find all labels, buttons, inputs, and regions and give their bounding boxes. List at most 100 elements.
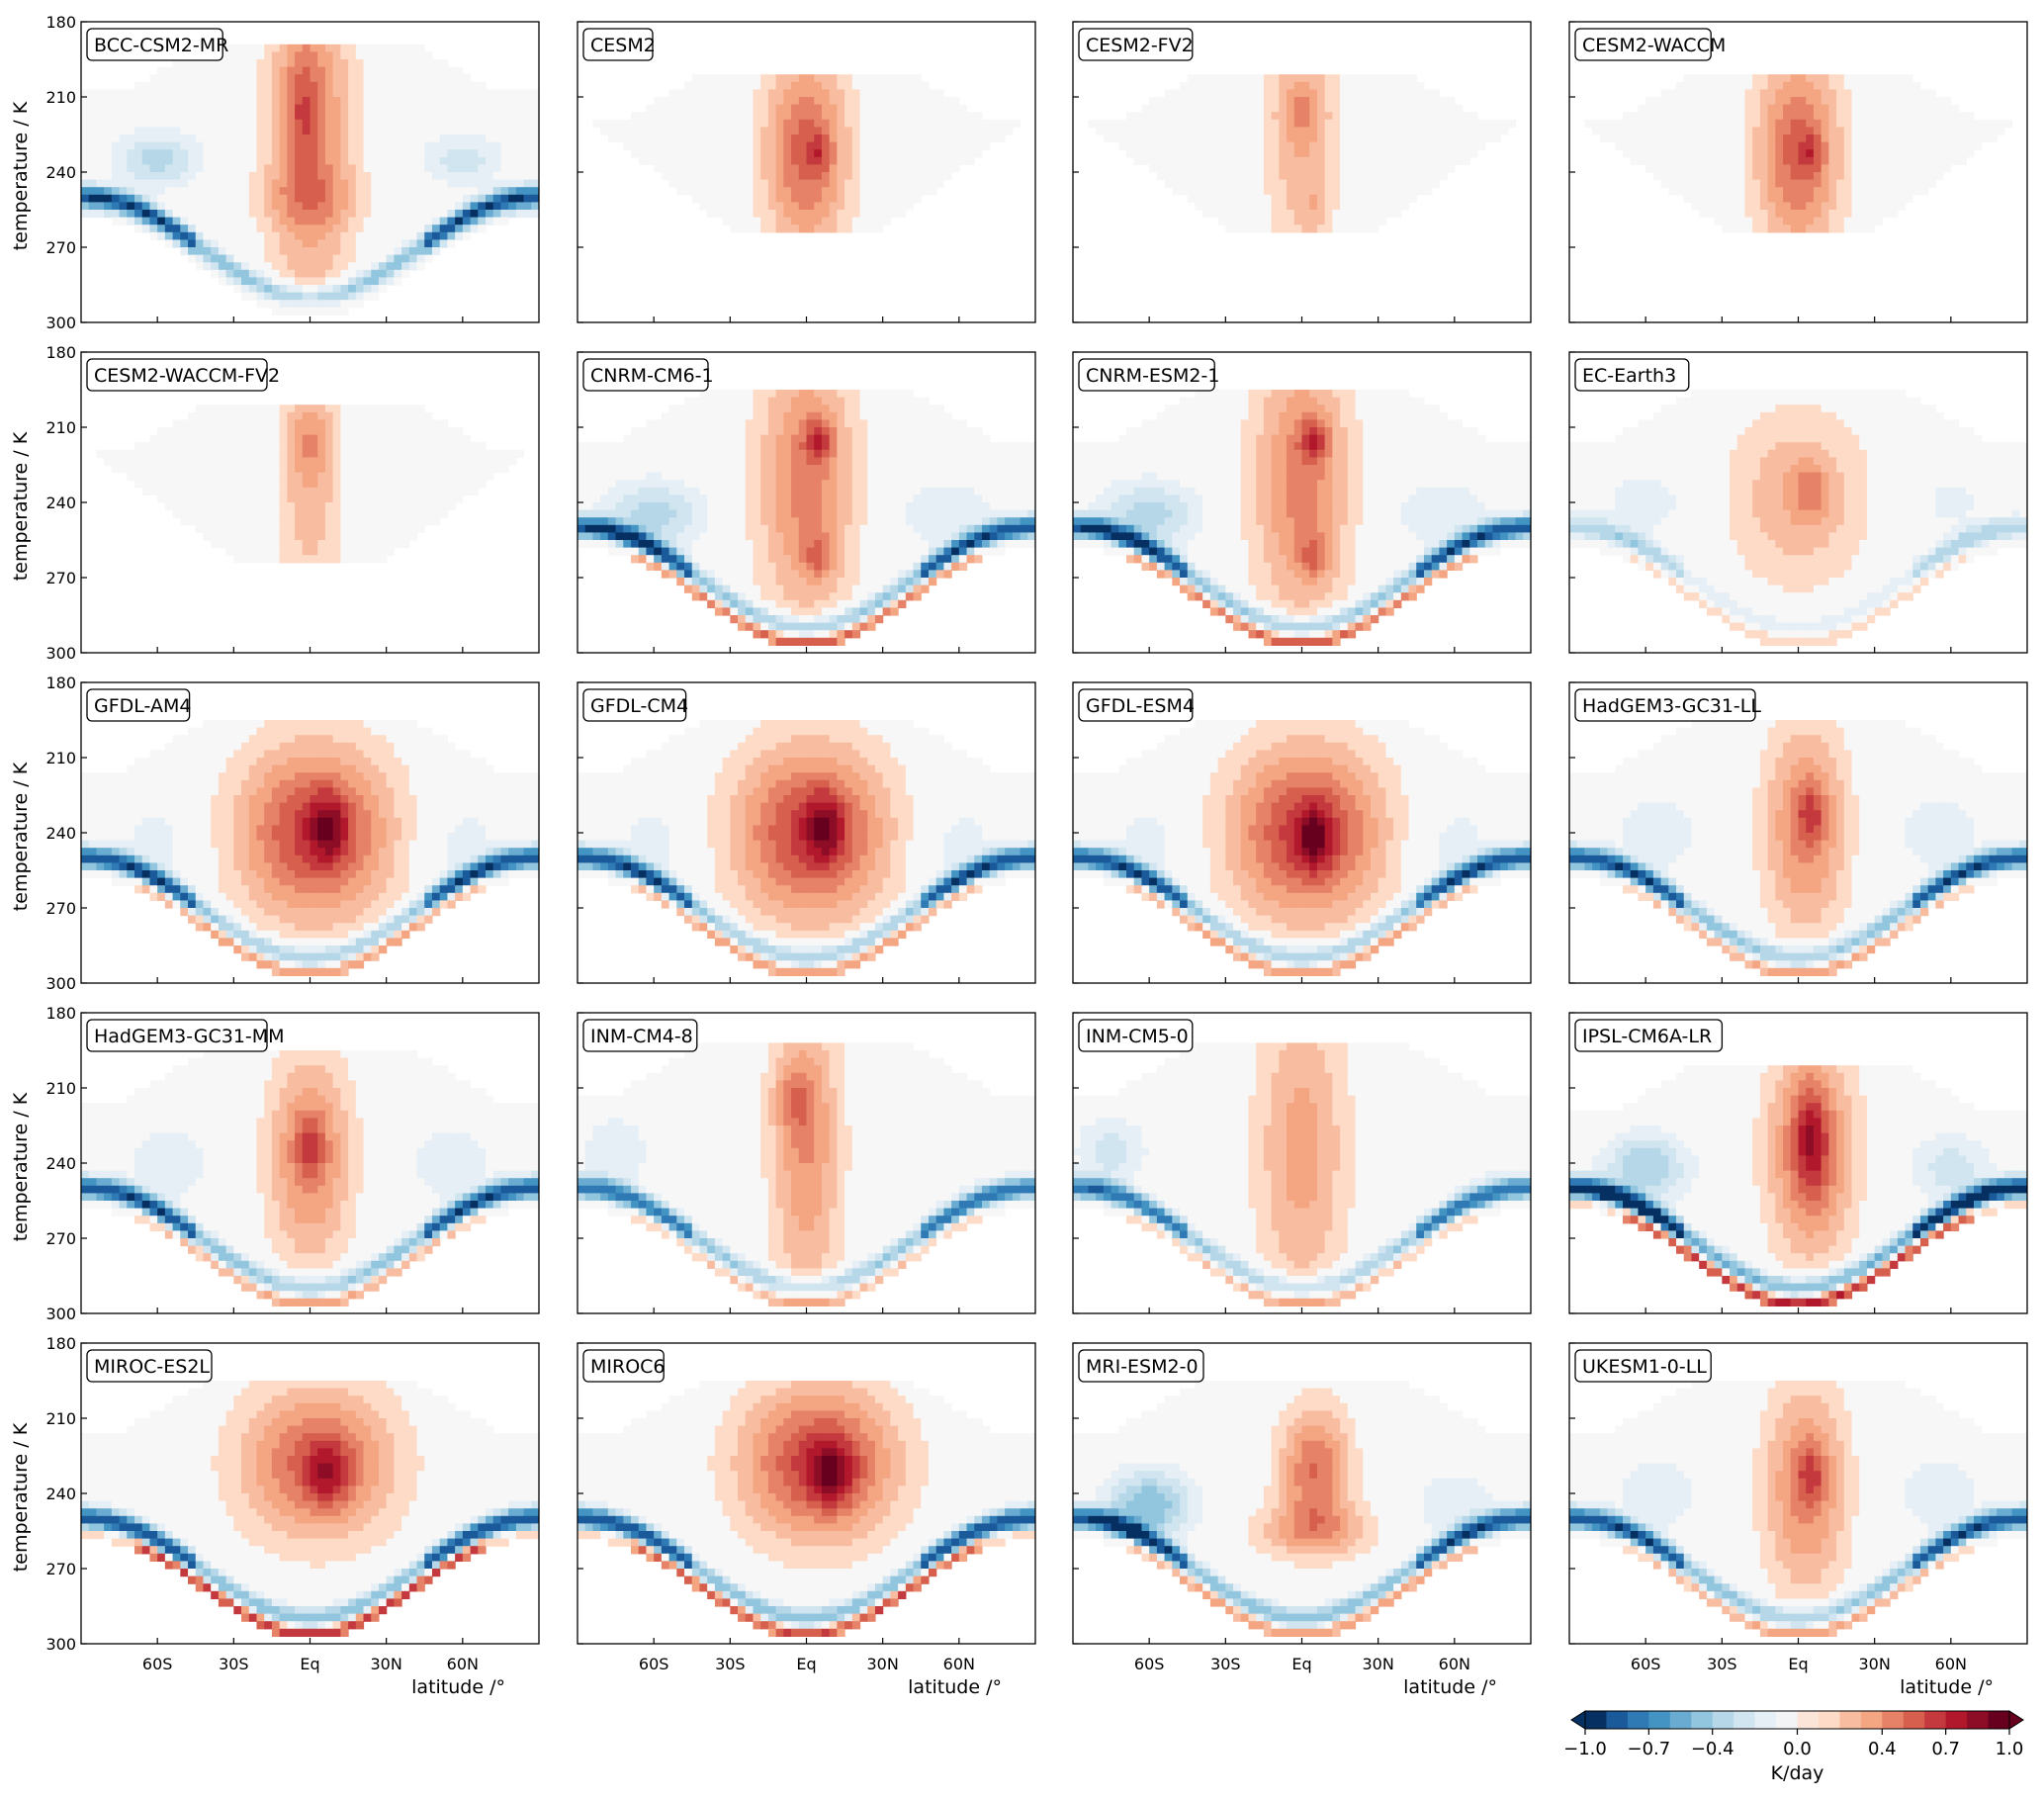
heatmap-field bbox=[81, 44, 539, 315]
heatmap-cell bbox=[1683, 74, 1693, 83]
heatmap-cell bbox=[1821, 156, 1829, 165]
heatmap-cell bbox=[332, 44, 341, 52]
heatmap-cell bbox=[1912, 97, 1921, 106]
heatmap-cell bbox=[195, 517, 205, 526]
heatmap-cell bbox=[1950, 156, 1960, 165]
heatmap-cell bbox=[1271, 74, 1280, 83]
heatmap-cell bbox=[798, 149, 808, 158]
heatmap-cell bbox=[1416, 127, 1425, 135]
heatmap-cell bbox=[1180, 179, 1189, 188]
heatmap-cell bbox=[1683, 179, 1693, 188]
heatmap-cell bbox=[1363, 210, 1372, 219]
heatmap-cell bbox=[508, 210, 517, 219]
heatmap-cell bbox=[188, 217, 197, 225]
heatmap-cell bbox=[310, 524, 318, 533]
heatmap-cell bbox=[324, 307, 334, 315]
heatmap-cell bbox=[1377, 97, 1386, 106]
heatmap-cell bbox=[127, 172, 135, 181]
heatmap-cell bbox=[295, 179, 304, 188]
heatmap-cell bbox=[500, 104, 509, 113]
heatmap-cell bbox=[287, 194, 296, 203]
heatmap-cell bbox=[767, 164, 777, 173]
heatmap-cell bbox=[898, 127, 907, 135]
heatmap-cell bbox=[1714, 81, 1723, 90]
heatmap-cell bbox=[1919, 164, 1929, 173]
heatmap-cell bbox=[760, 164, 769, 173]
heatmap-cell bbox=[324, 89, 334, 98]
heatmap-cell bbox=[1240, 149, 1250, 158]
heatmap-cell bbox=[1462, 127, 1470, 135]
heatmap-cell bbox=[233, 112, 242, 121]
heatmap-cell bbox=[211, 179, 220, 188]
heatmap-cell bbox=[363, 277, 372, 286]
heatmap-cell bbox=[340, 187, 349, 196]
heatmap-cell bbox=[134, 210, 143, 219]
heatmap-cell bbox=[1813, 104, 1822, 113]
heatmap-cell bbox=[1377, 202, 1386, 211]
heatmap-cell bbox=[271, 502, 281, 511]
heatmap-cell bbox=[738, 179, 747, 188]
heatmap-cell bbox=[248, 164, 258, 173]
heatmap-cell bbox=[324, 74, 334, 83]
heatmap-cell bbox=[1866, 225, 1876, 233]
heatmap-cell bbox=[180, 119, 189, 128]
heatmap-cell bbox=[203, 135, 212, 143]
heatmap-cell bbox=[195, 225, 205, 233]
heatmap-cell bbox=[104, 127, 113, 135]
heatmap-cell bbox=[699, 202, 708, 211]
heatmap-cell bbox=[462, 487, 472, 495]
heatmap-cell bbox=[225, 81, 234, 90]
heatmap-cell bbox=[408, 187, 418, 196]
heatmap-cell bbox=[195, 502, 205, 511]
heatmap-cell bbox=[1843, 89, 1853, 98]
heatmap-cell bbox=[798, 187, 808, 196]
heatmap-cell bbox=[492, 127, 502, 135]
heatmap-cell bbox=[188, 149, 197, 158]
heatmap-cell bbox=[531, 141, 539, 150]
heatmap-cell bbox=[1638, 141, 1646, 150]
heatmap-cell bbox=[431, 517, 441, 526]
heatmap-cell bbox=[363, 495, 372, 503]
heatmap-cell bbox=[225, 442, 234, 451]
heatmap-cell bbox=[378, 517, 388, 526]
heatmap-cell bbox=[1706, 202, 1716, 211]
heatmap-cell bbox=[264, 51, 273, 60]
heatmap-cell bbox=[241, 104, 250, 113]
heatmap-cell bbox=[310, 187, 318, 196]
heatmap-cell bbox=[1660, 149, 1669, 158]
heatmap-cell bbox=[1103, 127, 1112, 135]
heatmap-cell bbox=[492, 141, 502, 150]
heatmap-cell bbox=[371, 127, 380, 135]
heatmap-cell bbox=[340, 44, 349, 52]
heatmap-cell bbox=[378, 547, 388, 556]
heatmap-cell bbox=[439, 104, 448, 113]
heatmap-cell bbox=[271, 225, 281, 233]
heatmap-cell bbox=[1630, 119, 1640, 128]
heatmap-cell bbox=[408, 172, 418, 181]
heatmap-cell bbox=[218, 231, 227, 240]
heatmap-cell bbox=[1759, 172, 1769, 181]
heatmap-cell bbox=[310, 44, 318, 52]
heatmap-cell bbox=[203, 247, 212, 256]
heatmap-cell bbox=[394, 187, 402, 196]
heatmap-cell bbox=[203, 59, 212, 68]
heatmap-cell bbox=[119, 127, 128, 135]
heatmap-cell bbox=[248, 66, 258, 75]
heatmap-cell bbox=[1103, 135, 1112, 143]
heatmap-cell bbox=[523, 112, 532, 121]
heatmap-cell bbox=[431, 231, 441, 240]
heatmap-cell bbox=[730, 112, 739, 121]
heatmap-cell bbox=[1668, 104, 1677, 113]
heatmap-cell bbox=[1943, 164, 1952, 173]
heatmap-cell bbox=[1240, 164, 1250, 173]
heatmap-cell bbox=[1950, 127, 1960, 135]
heatmap-cell bbox=[905, 89, 915, 98]
heatmap-cell bbox=[844, 135, 853, 143]
heatmap-cell bbox=[814, 141, 823, 150]
heatmap-cell bbox=[753, 127, 761, 135]
heatmap-cell bbox=[714, 104, 724, 113]
heatmap-cell bbox=[424, 449, 433, 458]
heatmap-cell bbox=[416, 44, 425, 52]
heatmap-cell bbox=[141, 487, 151, 495]
heatmap-cell bbox=[684, 89, 693, 98]
